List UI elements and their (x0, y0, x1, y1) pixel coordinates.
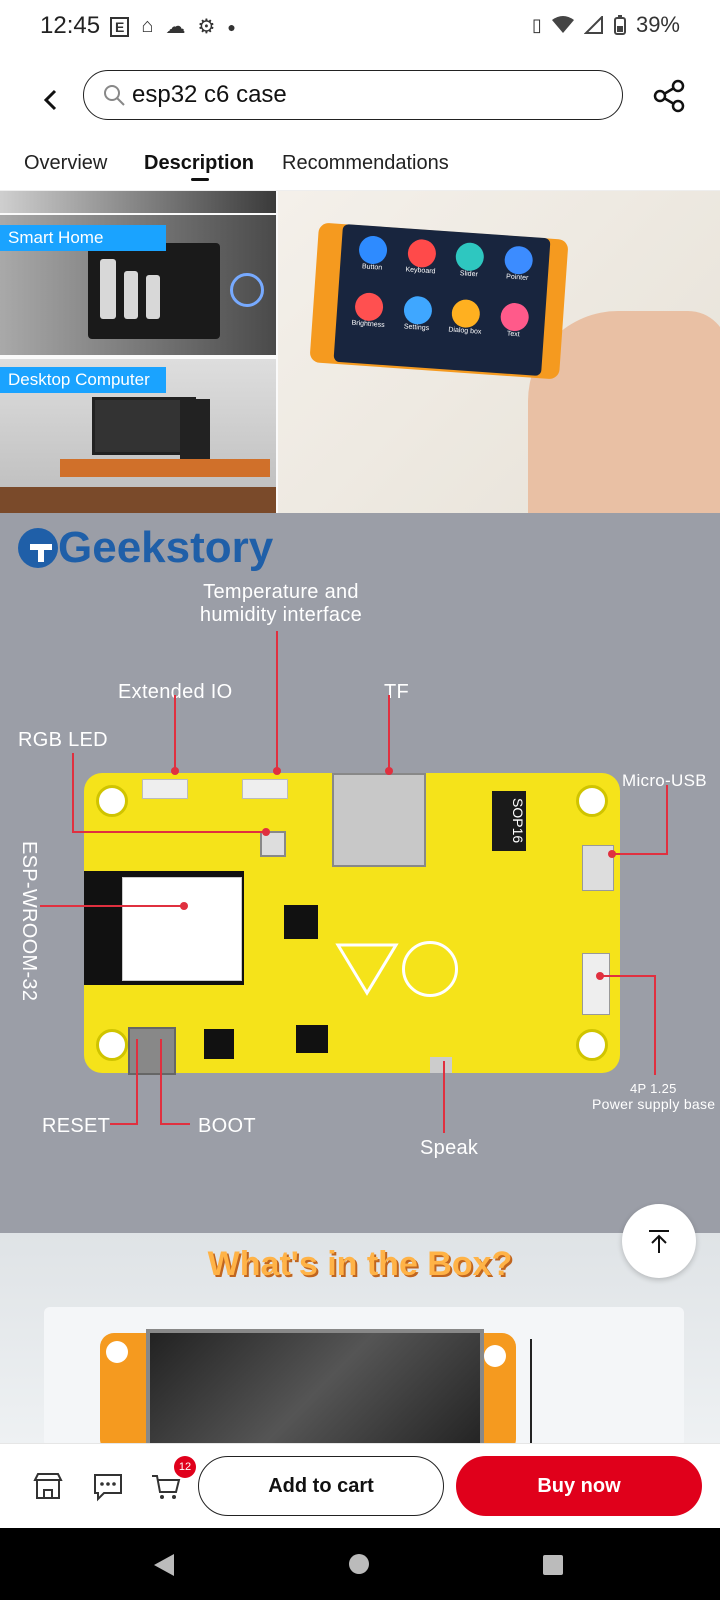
tab-recommendations[interactable]: Recommendations (282, 152, 449, 174)
store-icon[interactable] (32, 1470, 64, 1502)
active-tab-indicator (191, 178, 209, 181)
back-button[interactable] (30, 80, 70, 120)
app-label: Dialog box (448, 326, 482, 336)
annot-tf: TF (384, 681, 410, 703)
search-icon (104, 85, 125, 106)
product-image-box: What's in the Box? (0, 1233, 720, 1443)
scene-desktop: Desktop Computer (0, 359, 276, 513)
brand-logo: Geekstory (16, 523, 273, 573)
scene-label-smart-home: Smart Home (0, 225, 166, 251)
tab-description[interactable]: Description (144, 152, 255, 174)
annot-speak: Speak (420, 1137, 479, 1159)
battery-icon (613, 15, 626, 35)
share-button[interactable] (650, 76, 690, 116)
status-bar: 12:45 E ⌂ ☁ ⚙ ● ▯ 39% (0, 0, 720, 56)
app-label: Keyboard (405, 266, 436, 276)
chip-sop16: SOP16 (492, 791, 526, 851)
wifi-icon (551, 16, 574, 33)
tab-bar: Overview Description Recommendations (0, 140, 720, 191)
tf-slot (332, 773, 426, 867)
nav-recents-icon[interactable] (542, 1554, 564, 1576)
product-image-board: Geekstory Temperature and humidity inter… (0, 513, 720, 1233)
chevron-left-icon (43, 89, 57, 111)
annot-boot: BOOT (198, 1115, 256, 1137)
buy-now-button[interactable]: Buy now (456, 1456, 702, 1516)
esp-module (122, 877, 242, 981)
annot-esp-module: ESP-WROOM-32 (18, 841, 40, 1002)
annot-power-base-line2: Power supply base (592, 1096, 716, 1112)
scene-hand-display: Button Keyboard Slider Pointer Brightnes… (278, 191, 720, 513)
gear-icon: ⚙ (197, 16, 216, 38)
home-icon: ⌂ (141, 15, 154, 37)
search-input[interactable]: esp32 c6 case (83, 70, 623, 120)
email-icon: E (110, 16, 130, 37)
app-label: Settings (403, 323, 430, 333)
box-title: What's in the Box? (207, 1245, 513, 1283)
annot-reset: RESET (42, 1115, 111, 1137)
bottom-action-bar: 12 Add to cart Buy now (0, 1443, 720, 1529)
app-label: Button (361, 263, 383, 272)
annot-power-base-line1: 4P 1.25 (630, 1081, 677, 1096)
annot-rgb-led: RGB LED (18, 729, 108, 751)
dot-icon: ● (227, 18, 236, 35)
battery-percent: 39% (635, 12, 680, 37)
chat-icon[interactable] (92, 1470, 124, 1502)
app-label: Pointer (505, 273, 529, 282)
nav-home-icon[interactable] (348, 1553, 370, 1575)
vibrate-icon: ▯ (532, 14, 542, 35)
status-time: 12:45 (40, 12, 101, 39)
cart-count-badge: 12 (174, 1456, 196, 1478)
search-query: esp32 c6 case (132, 81, 287, 108)
annot-extended-io: Extended IO (118, 681, 233, 703)
brand-logo-mark (18, 528, 58, 568)
pcb-board: SOP16 (84, 773, 620, 1075)
nav-back-icon[interactable] (152, 1552, 176, 1578)
arrow-up-icon (649, 1230, 669, 1253)
system-nav-bar (0, 1528, 720, 1600)
app-label: Slider (459, 270, 479, 279)
product-image-scenes: Smart Home Desktop Computer Button Keybo… (0, 191, 720, 513)
share-icon (653, 79, 685, 113)
app-label: Text (506, 330, 520, 339)
brand-name: Geekstory (58, 523, 274, 572)
annot-micro-usb: Micro-USB (622, 771, 707, 790)
back-to-top-button[interactable] (622, 1204, 696, 1278)
signal-icon (583, 16, 603, 34)
app-label: Brightness (351, 319, 385, 329)
tab-overview[interactable]: Overview (24, 152, 108, 174)
scene-top-strip (0, 191, 276, 213)
cloud-icon: ☁ (165, 16, 186, 38)
scene-label-desktop: Desktop Computer (0, 367, 166, 393)
scene-smart-home: Smart Home (0, 215, 276, 355)
add-to-cart-button[interactable]: Add to cart (198, 1456, 444, 1516)
cart-icon[interactable] (150, 1470, 182, 1502)
annot-temp-humidity: Temperature and humidity interface (199, 581, 363, 626)
